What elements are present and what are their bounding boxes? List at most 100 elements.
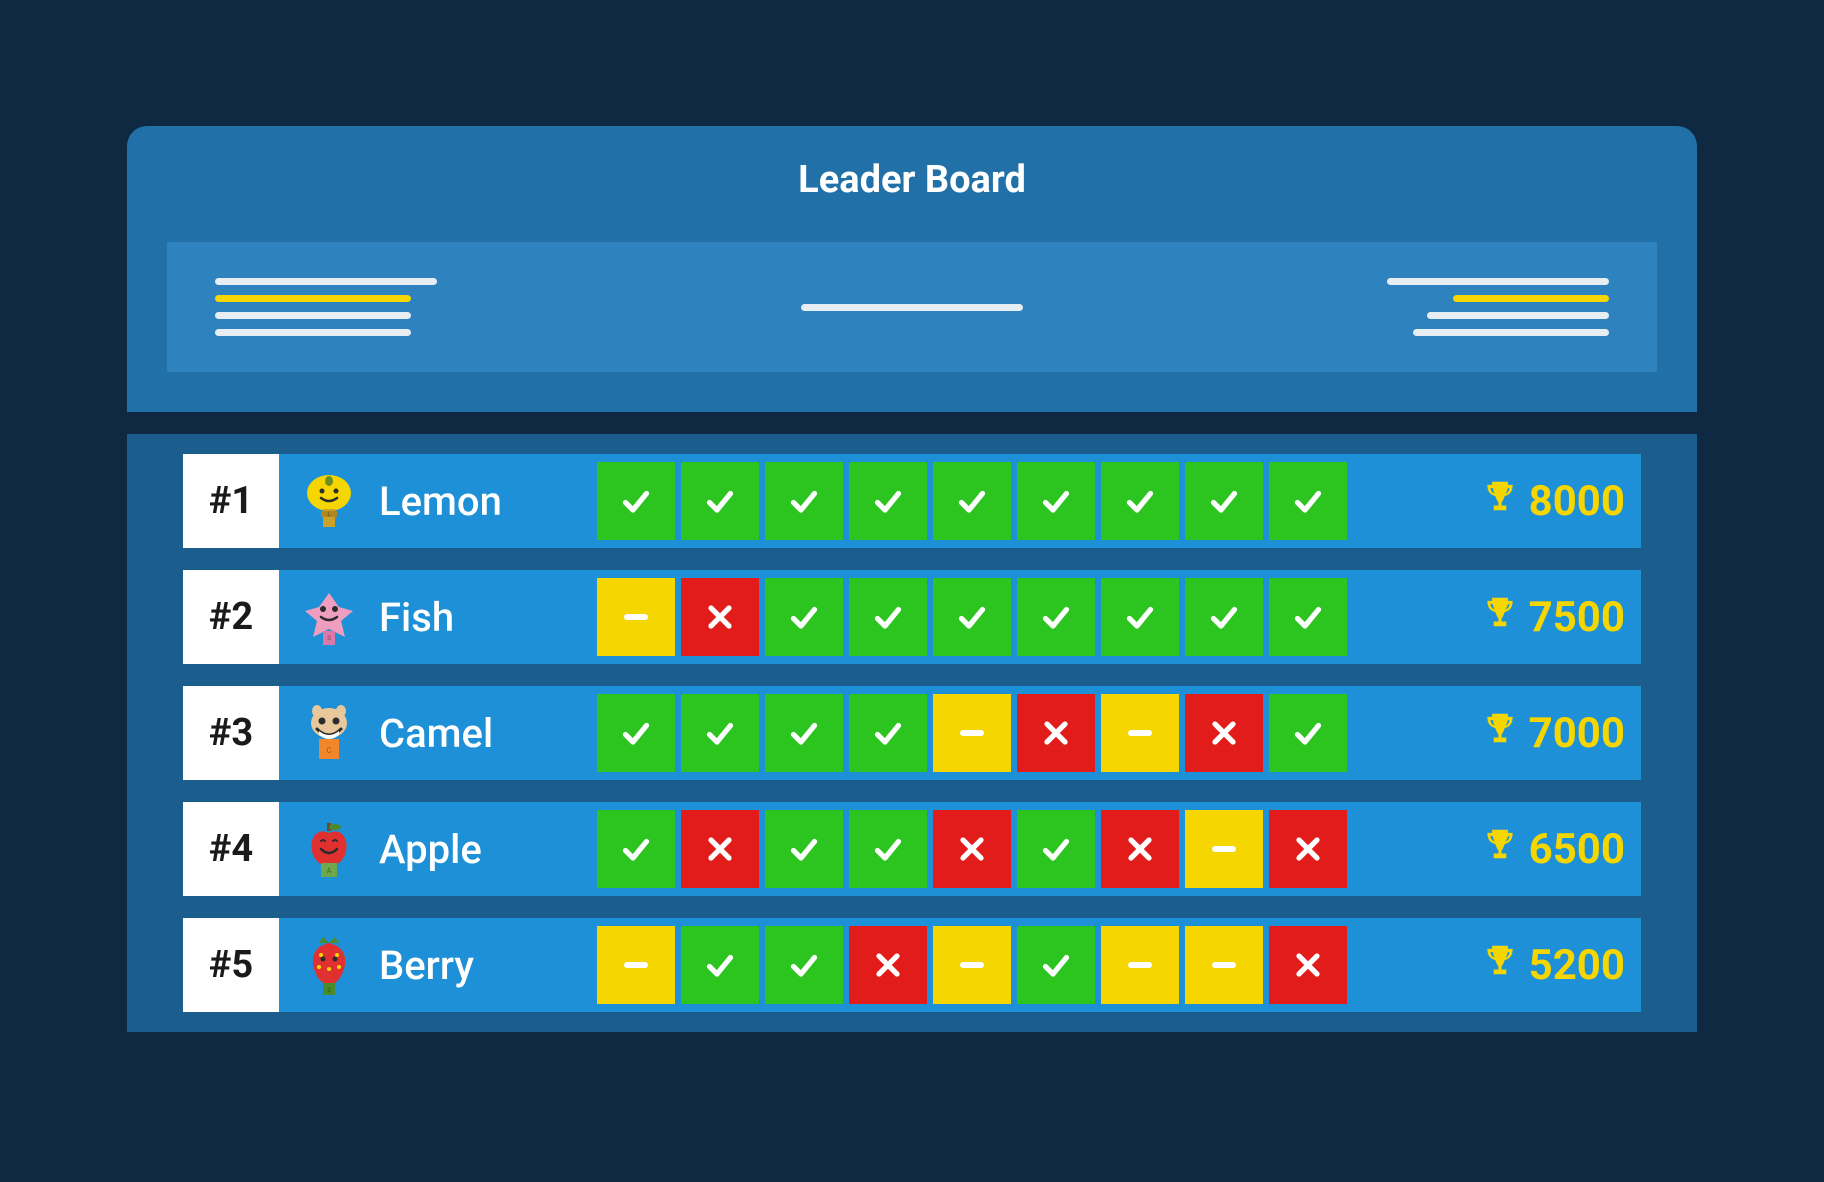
check-icon — [1017, 578, 1095, 656]
check-icon — [765, 926, 843, 1004]
player-name: Lemon — [379, 478, 597, 525]
score-value: 8000 — [1529, 477, 1625, 526]
score-value: 7500 — [1529, 593, 1625, 642]
results-row — [597, 694, 1347, 772]
leaderboard-row[interactable]: #4 A Apple 6500 — [183, 802, 1641, 896]
rank-cell: #4 — [183, 802, 279, 896]
svg-text:S: S — [327, 987, 331, 994]
info-right — [1387, 278, 1609, 336]
check-icon — [765, 462, 843, 540]
leaderboard-row[interactable]: #2 S Fish 7500 — [183, 570, 1641, 664]
camel-avatar-icon: C — [279, 686, 379, 780]
check-icon — [1017, 462, 1095, 540]
check-icon — [1185, 462, 1263, 540]
check-icon — [933, 578, 1011, 656]
dash-icon — [597, 578, 675, 656]
score-cell: 7500 — [1481, 593, 1625, 642]
placeholder-line — [215, 329, 411, 336]
cross-icon — [849, 926, 927, 1004]
dash-icon — [1101, 926, 1179, 1004]
leaderboard-row[interactable]: #3 C Camel 7000 — [183, 686, 1641, 780]
cross-icon — [1017, 694, 1095, 772]
check-icon — [597, 810, 675, 888]
check-icon — [765, 578, 843, 656]
rank-cell: #2 — [183, 570, 279, 664]
placeholder-line — [1387, 278, 1609, 285]
check-icon — [849, 578, 927, 656]
rank-cell: #1 — [183, 454, 279, 548]
score-cell: 7000 — [1481, 709, 1625, 758]
check-icon — [1017, 810, 1095, 888]
dash-icon — [1185, 810, 1263, 888]
cross-icon — [1269, 926, 1347, 1004]
dash-icon — [597, 926, 675, 1004]
check-icon — [597, 462, 675, 540]
lemon-avatar-icon: L — [279, 454, 379, 548]
leaderboard-row[interactable]: #1LLemon 8000 — [183, 454, 1641, 548]
leaderboard-container: Leader Board #1LLemon 8000 #2 S Fish 7500 #3 C C… — [127, 126, 1697, 1182]
results-row — [597, 810, 1347, 888]
placeholder-line — [215, 312, 411, 319]
placeholder-line — [215, 295, 411, 302]
trophy-icon — [1481, 825, 1519, 874]
placeholder-line — [215, 278, 437, 285]
apple-avatar-icon: A — [279, 802, 379, 896]
check-icon — [681, 926, 759, 1004]
check-icon — [1269, 694, 1347, 772]
leaderboard-row[interactable]: #5 S Berry 5200 — [183, 918, 1641, 1012]
cross-icon — [1101, 810, 1179, 888]
score-cell: 8000 — [1481, 477, 1625, 526]
score-cell: 5200 — [1481, 941, 1625, 990]
player-name: Camel — [379, 710, 597, 757]
trophy-icon — [1481, 709, 1519, 758]
placeholder-line — [801, 304, 1023, 311]
score-value: 5200 — [1529, 941, 1625, 990]
check-icon — [765, 810, 843, 888]
svg-text:A: A — [327, 867, 332, 875]
results-row — [597, 462, 1347, 540]
check-icon — [765, 694, 843, 772]
berry-avatar-icon: S — [279, 918, 379, 1012]
board-title: Leader Board — [167, 158, 1657, 202]
rank-cell: #5 — [183, 918, 279, 1012]
fish-avatar-icon: S — [279, 570, 379, 664]
dash-icon — [1101, 694, 1179, 772]
cross-icon — [933, 810, 1011, 888]
check-icon — [849, 694, 927, 772]
placeholder-line — [1427, 312, 1609, 319]
info-center — [801, 304, 1023, 311]
score-value: 7000 — [1529, 709, 1625, 758]
svg-text:S: S — [327, 635, 331, 642]
check-icon — [849, 462, 927, 540]
header-panel: Leader Board — [127, 126, 1697, 412]
check-icon — [597, 694, 675, 772]
trophy-icon — [1481, 941, 1519, 990]
cross-icon — [681, 578, 759, 656]
results-row — [597, 926, 1347, 1004]
info-left — [215, 278, 437, 336]
svg-text:C: C — [326, 746, 331, 755]
check-icon — [1269, 462, 1347, 540]
placeholder-line — [1453, 295, 1609, 302]
trophy-icon — [1481, 593, 1519, 642]
placeholder-line — [1413, 329, 1609, 336]
player-name: Berry — [379, 942, 597, 989]
player-name: Apple — [379, 826, 597, 873]
trophy-icon — [1481, 477, 1519, 526]
results-row — [597, 578, 1347, 656]
score-cell: 6500 — [1481, 825, 1625, 874]
cross-icon — [1269, 810, 1347, 888]
check-icon — [933, 462, 1011, 540]
check-icon — [681, 462, 759, 540]
check-icon — [1101, 578, 1179, 656]
check-icon — [1269, 578, 1347, 656]
player-name: Fish — [379, 594, 597, 641]
dash-icon — [933, 926, 1011, 1004]
dash-icon — [1185, 926, 1263, 1004]
score-value: 6500 — [1529, 825, 1625, 874]
dash-icon — [933, 694, 1011, 772]
rank-cell: #3 — [183, 686, 279, 780]
cross-icon — [1185, 694, 1263, 772]
cross-icon — [681, 810, 759, 888]
check-icon — [1101, 462, 1179, 540]
